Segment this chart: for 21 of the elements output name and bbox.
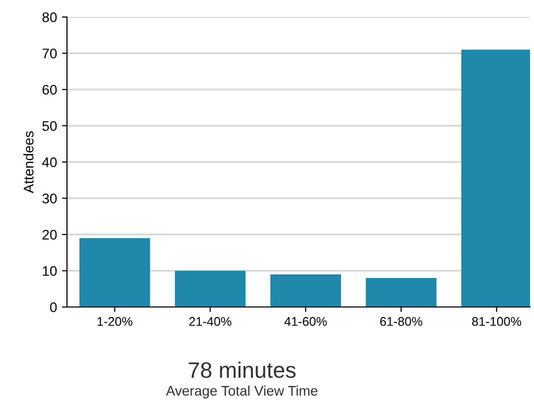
x-tick-label: 1-20% <box>98 317 132 326</box>
y-tick-label: 0 <box>50 302 57 312</box>
y-tick-label: 10 <box>42 266 57 276</box>
y-tick-label: 20 <box>42 230 57 240</box>
text: 78 minutes <box>188 362 296 378</box>
y-tick-label: 40 <box>42 157 57 168</box>
x-tick-label: 41-60% <box>284 317 327 326</box>
bar <box>79 238 150 307</box>
y-tick-label: 50 <box>42 121 57 131</box>
x-tick-label: 61-80% <box>380 317 422 326</box>
bar <box>270 274 341 307</box>
text: Average Total View Time <box>166 386 318 398</box>
bar <box>366 278 436 307</box>
y-tick-label: 70 <box>42 48 57 58</box>
y-axis-title: Attendees <box>23 131 34 194</box>
y-tick-label: 60 <box>42 84 57 95</box>
x-tick-label: 21-40% <box>189 317 232 326</box>
y-tick-label: 30 <box>42 194 57 204</box>
y-tick-label: 80 <box>42 12 57 22</box>
bar <box>174 270 246 307</box>
x-tick-label: 81-100% <box>472 317 522 326</box>
